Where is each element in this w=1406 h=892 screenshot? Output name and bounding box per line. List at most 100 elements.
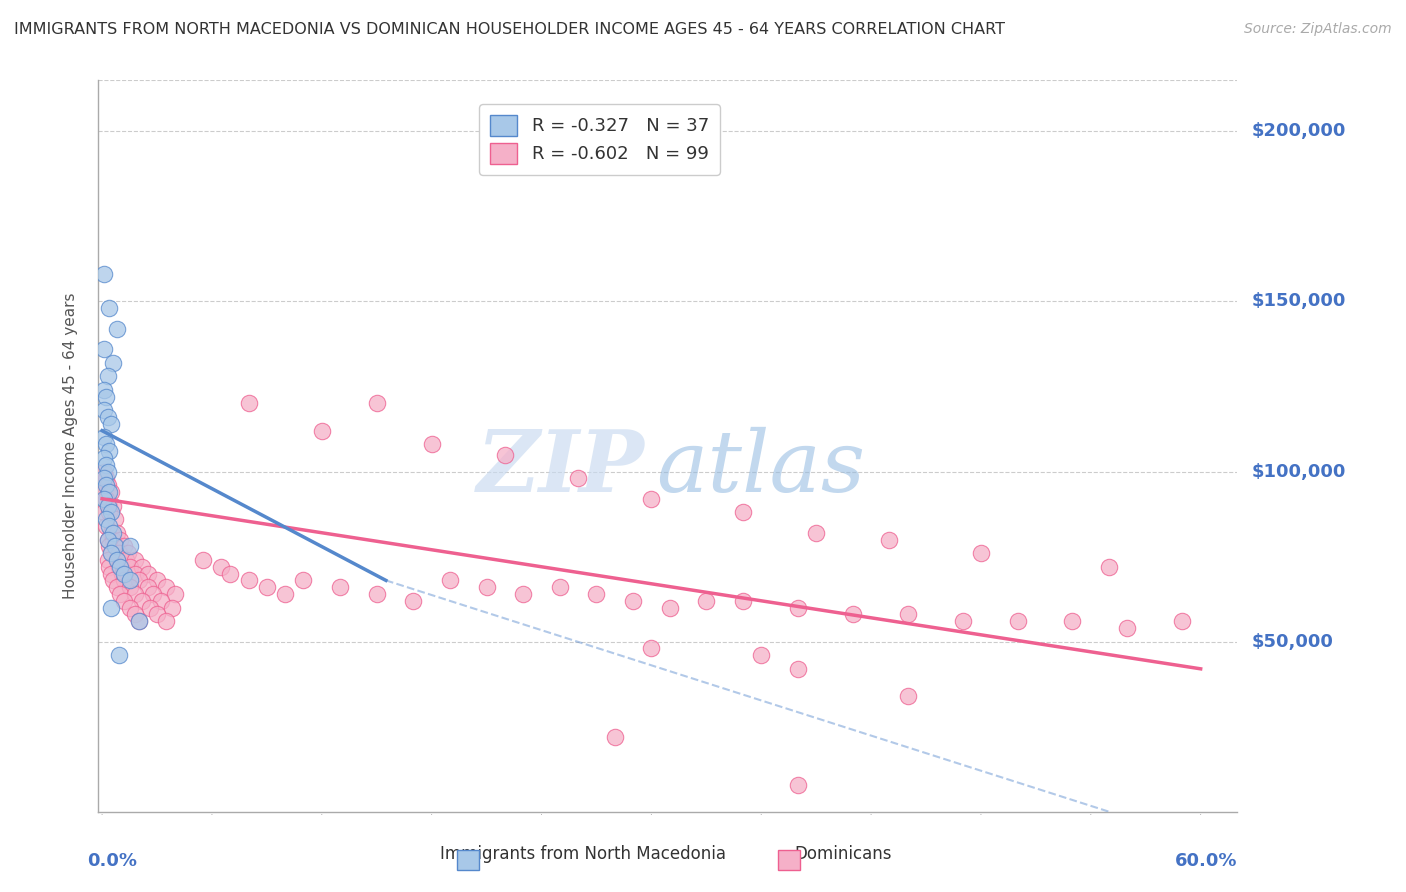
Point [100,505,122,519]
Text: 0.0%: 0.0% [87,852,136,870]
Point [97,410,120,425]
Point [110,533,132,547]
Point [366,396,388,410]
Point [98,484,121,499]
Point [93,465,115,479]
Point [128,574,150,588]
Text: $200,000: $200,000 [1251,122,1346,140]
Point [98,444,121,458]
Point [100,525,122,540]
Point [439,574,461,588]
Point [94,491,117,506]
Point [219,566,242,581]
Point [155,614,177,628]
Text: Dominicans: Dominicans [794,846,893,863]
Point [731,505,754,519]
Point [94,512,117,526]
Text: atlas: atlas [657,426,866,509]
Point [94,390,117,404]
Point [897,607,920,622]
Point [93,342,115,356]
Point [93,484,115,499]
Point [105,321,128,335]
Point [100,484,122,499]
Point [98,559,121,574]
Point [93,491,115,506]
Point [475,580,498,594]
Point [128,614,150,628]
Point [107,546,129,560]
Point [107,559,129,574]
Point [1098,559,1121,574]
Point [124,587,146,601]
Point [238,574,260,588]
Point [93,505,115,519]
Point [105,525,128,540]
Point [786,600,808,615]
Point [105,553,128,567]
Point [107,648,129,663]
Point [97,553,120,567]
Point [118,574,141,588]
Point [100,417,122,431]
Point [124,566,146,581]
Point [118,540,141,554]
Point [100,546,122,560]
Point [548,580,571,594]
Point [804,525,827,540]
Point [191,553,214,567]
Point [110,559,132,574]
Point [124,607,146,622]
Text: Source: ZipAtlas.com: Source: ZipAtlas.com [1244,22,1392,37]
Point [104,540,127,554]
Point [93,267,115,281]
Point [94,458,117,472]
Point [160,600,183,615]
Text: 60.0%: 60.0% [1175,852,1237,870]
Point [658,600,681,615]
Text: $150,000: $150,000 [1251,293,1346,310]
Legend: R = -0.327   N = 37, R = -0.602   N = 99: R = -0.327 N = 37, R = -0.602 N = 99 [479,104,720,175]
Point [131,559,153,574]
Point [1007,614,1029,628]
Point [128,614,150,628]
Point [98,301,121,316]
Point [100,600,122,615]
Point [124,553,146,567]
Point [494,448,516,462]
Point [640,491,662,506]
Point [238,396,260,410]
Point [118,580,141,594]
Y-axis label: Householder Income Ages 45 - 64 years: Householder Income Ages 45 - 64 years [63,293,77,599]
Point [101,533,124,547]
Point [879,533,901,547]
Point [731,594,754,608]
Point [112,566,135,581]
Point [110,587,132,601]
Point [101,525,124,540]
Point [93,403,115,417]
Point [786,777,808,791]
Point [112,574,135,588]
Point [118,600,141,615]
Point [640,641,662,656]
Point [1171,614,1194,628]
Point [94,437,117,451]
Point [695,594,717,608]
Point [93,450,115,465]
Point [97,478,120,492]
Point [329,580,352,594]
Point [136,566,159,581]
Text: Immigrants from North Macedonia: Immigrants from North Macedonia [440,846,727,863]
Point [842,607,865,622]
Text: ZIP: ZIP [477,426,645,509]
Point [970,546,993,560]
Point [97,369,120,384]
Point [93,471,115,485]
Point [97,533,120,547]
Point [136,580,159,594]
Point [138,600,160,615]
Point [311,424,333,438]
Point [101,356,124,370]
Point [105,580,128,594]
